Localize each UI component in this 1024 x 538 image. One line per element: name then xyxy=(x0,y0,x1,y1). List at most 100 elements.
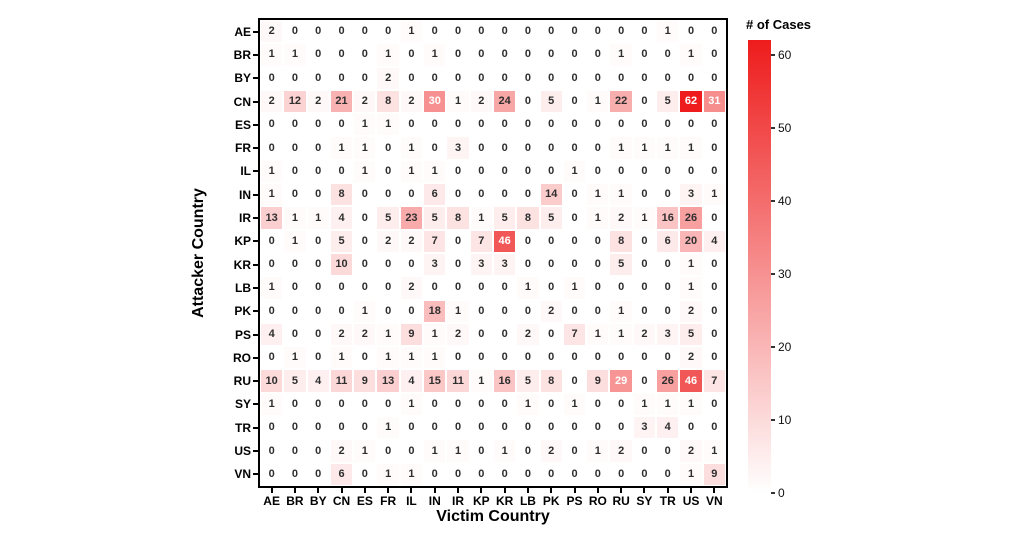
cell-value: 0 xyxy=(338,48,345,61)
x-tick-mark xyxy=(643,488,646,493)
cell-value: 0 xyxy=(478,164,485,177)
heatmap-cell: 0 xyxy=(702,20,726,44)
heatmap-cell: 0 xyxy=(469,66,493,90)
y-tick-mark xyxy=(253,123,258,126)
cell-value: 1 xyxy=(687,48,695,61)
heatmap-cell: 1 xyxy=(586,439,610,463)
cell-value: 1 xyxy=(408,164,415,177)
heatmap-cell: 0 xyxy=(376,392,400,417)
heatmap-cell: 7 xyxy=(562,322,587,347)
heatmap-cell: 0 xyxy=(539,20,563,44)
cell-value: 0 xyxy=(594,281,601,294)
x-tick-label: VN xyxy=(706,494,723,508)
cell-value: 0 xyxy=(315,328,322,341)
cell-value: 0 xyxy=(431,421,438,434)
cell-value: 1 xyxy=(338,351,345,364)
cell-value: 1 xyxy=(385,351,392,364)
cell-value: 0 xyxy=(571,48,578,61)
cell-value: 1 xyxy=(478,374,485,387)
cell-value: 1 xyxy=(454,304,462,317)
cell-value: 2 xyxy=(338,328,345,341)
y-tick-label: RU xyxy=(233,374,251,389)
heatmap-cell: 0 xyxy=(679,416,703,440)
cell-value: 2 xyxy=(268,25,275,38)
cell-value: 0 xyxy=(315,444,322,457)
cell-value: 0 xyxy=(641,351,648,364)
cell-value: 0 xyxy=(711,141,718,154)
heatmap-cell: 1 xyxy=(679,462,703,486)
heatmap-cell: 0 xyxy=(516,346,540,370)
heatmap-cell: 0 xyxy=(539,252,563,277)
y-tick-label: LB xyxy=(235,280,251,295)
colorbar-tick-label: 10 xyxy=(778,412,792,427)
y-tick-mark xyxy=(253,30,258,33)
cell-value: 0 xyxy=(315,71,322,84)
cell-value: 0 xyxy=(408,258,415,271)
cell-value: 1 xyxy=(454,444,462,457)
heatmap-cell: 0 xyxy=(609,20,633,44)
heatmap-cell: 1 xyxy=(376,322,400,347)
heatmap-cell: 2 xyxy=(469,89,493,114)
cell-value: 0 xyxy=(641,188,648,201)
heatmap-cell: 0 xyxy=(586,299,610,323)
x-tick-label: FR xyxy=(380,494,397,508)
colorbar-tick-mark xyxy=(771,345,775,348)
heatmap-cell: 0 xyxy=(516,89,540,114)
heatmap-cell: 0 xyxy=(539,113,563,137)
heatmap-cell: 0 xyxy=(376,20,400,44)
heatmap-cell: 16 xyxy=(656,206,680,230)
heatmap-cell: 0 xyxy=(656,276,680,300)
heatmap-cell: 0 xyxy=(656,439,680,463)
heatmap-cell: 1 xyxy=(399,136,424,160)
heatmap-cell: 0 xyxy=(656,252,680,277)
heatmap-cell: 20 xyxy=(679,229,703,253)
heatmap-cell: 1 xyxy=(353,439,377,463)
cell-value: 2 xyxy=(454,328,462,341)
cell-value: 0 xyxy=(524,118,531,131)
x-tick-label: SY xyxy=(636,494,653,508)
cell-value: 0 xyxy=(524,258,531,271)
heatmap-cell: 0 xyxy=(353,416,377,440)
cell-value: 0 xyxy=(431,397,438,410)
x-tick-mark xyxy=(573,488,576,493)
heatmap-cell: 1 xyxy=(516,392,540,417)
cell-value: 1 xyxy=(385,421,392,434)
y-tick-label: SY xyxy=(234,397,251,412)
cell-value: 0 xyxy=(711,25,718,38)
cell-value: 0 xyxy=(408,304,415,317)
heatmap-cell: 1 xyxy=(562,392,587,417)
heatmap-cell: 0 xyxy=(632,20,657,44)
cell-value: 1 xyxy=(594,188,601,201)
cell-value: 5 xyxy=(501,211,508,224)
cell-value: 1 xyxy=(431,48,438,61)
heatmap-cell: 0 xyxy=(609,416,633,440)
x-tick-mark xyxy=(620,488,623,493)
cell-value: 3 xyxy=(501,258,508,271)
heatmap-cell: 0 xyxy=(516,136,540,160)
cell-value: 0 xyxy=(501,467,508,480)
cell-value: 0 xyxy=(454,25,462,38)
colorbar-tick-label: 60 xyxy=(778,47,792,62)
cell-value: 0 xyxy=(478,25,485,38)
heatmap-cell: 1 xyxy=(609,322,633,347)
heatmap-cell: 0 xyxy=(632,252,657,277)
heatmap-cell: 0 xyxy=(609,392,633,417)
cell-value: 0 xyxy=(408,71,415,84)
cell-value: 0 xyxy=(501,188,508,201)
y-tick-label: VN xyxy=(234,467,251,482)
heatmap-cell: 46 xyxy=(492,229,517,253)
heatmap-cell: 0 xyxy=(632,89,657,114)
cell-value: 0 xyxy=(571,188,578,201)
cell-value: 1 xyxy=(594,328,601,341)
heatmap-cell: 13 xyxy=(376,369,400,393)
x-tick-mark xyxy=(363,488,366,493)
heatmap-cell: 3 xyxy=(492,252,517,277)
cell-value: 2 xyxy=(408,281,415,294)
heatmap-cell: 0 xyxy=(283,183,307,207)
cell-value: 0 xyxy=(361,25,368,38)
heatmap-cell: 2 xyxy=(260,20,284,44)
heatmap-cell: 5 xyxy=(423,206,447,230)
heatmap-cell: 0 xyxy=(260,346,284,370)
heatmap-cell: 0 xyxy=(656,159,680,184)
